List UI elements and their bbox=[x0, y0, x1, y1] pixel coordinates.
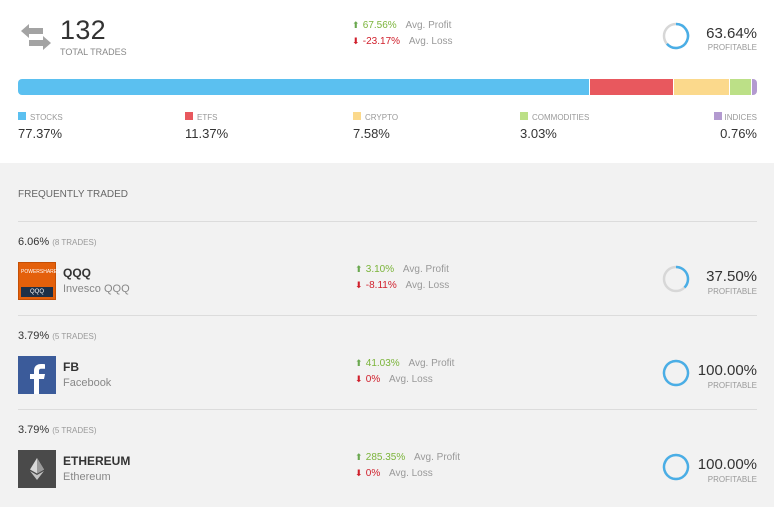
powershares-logo-icon[interactable]: POWERSHARES QQQ bbox=[18, 262, 61, 300]
row-share: 3.79% (5 TRADES) bbox=[18, 424, 97, 436]
instrument-ticker[interactable]: ETHEREUM bbox=[63, 454, 131, 468]
row-trades-count: (5 TRADES) bbox=[52, 332, 97, 341]
row-profitable-pie bbox=[662, 265, 690, 293]
allocation-segment-crypto bbox=[673, 79, 729, 95]
row-share: 3.79% (5 TRADES) bbox=[18, 330, 97, 342]
row-avg-loss: ⬇ 0% Avg. Loss bbox=[355, 468, 433, 479]
logo-text-bottom: QQQ bbox=[21, 287, 53, 297]
row-avg-profit-label: Avg. Profit bbox=[408, 358, 455, 369]
legend-value: 77.37% bbox=[18, 126, 63, 141]
row-avg-profit-label: Avg. Profit bbox=[414, 452, 460, 463]
facebook-f-icon bbox=[30, 364, 45, 394]
allocation-segment-commodities bbox=[729, 79, 752, 95]
row-profitable-label: PROFITABLE bbox=[707, 287, 757, 296]
legend-value: 0.76% bbox=[720, 126, 757, 141]
allocation-bar bbox=[18, 79, 757, 95]
legend-swatch bbox=[18, 112, 26, 120]
legend-value: 11.37% bbox=[185, 126, 229, 141]
row-avg-loss-value: 0% bbox=[365, 374, 381, 385]
row-avg-profit-value: 3.10% bbox=[365, 264, 395, 275]
avg-loss-label: Avg. Loss bbox=[408, 36, 453, 47]
row-avg-loss: ⬇ 0% Avg. Loss bbox=[355, 374, 433, 385]
row-share-value: 6.06% bbox=[18, 236, 50, 248]
instrument-ticker[interactable]: FB bbox=[63, 360, 79, 374]
legend-label: COMMODITIES bbox=[532, 113, 590, 122]
row-share: 6.06% (8 TRADES) bbox=[18, 236, 97, 248]
arrow-up-icon: ⬆ bbox=[355, 452, 363, 462]
total-trades-value: 132 bbox=[60, 15, 106, 45]
row-avg-loss: ⬇ -8.11% Avg. Loss bbox=[355, 280, 449, 291]
row-profitable-label: PROFITABLE bbox=[707, 381, 757, 390]
avg-profit-value: 67.56% bbox=[362, 20, 397, 31]
row-avg-profit-value: 285.35% bbox=[365, 452, 406, 463]
legend-value: 7.58% bbox=[353, 126, 390, 141]
allocation-segment-etfs bbox=[589, 79, 674, 95]
allocation-segment-stocks bbox=[18, 79, 590, 95]
divider bbox=[18, 221, 757, 222]
legend-label: CRYPTO bbox=[365, 113, 399, 122]
facebook-logo-icon[interactable] bbox=[18, 356, 56, 394]
legend-value: 3.03% bbox=[520, 126, 557, 141]
row-profitable-value: 100.00% bbox=[697, 362, 757, 379]
arrow-down-icon: ⬇ bbox=[355, 374, 363, 384]
row-avg-loss-value: -8.11% bbox=[365, 280, 397, 291]
row-profitable-value: 100.00% bbox=[697, 456, 757, 473]
logo-text-top: POWERSHARES bbox=[21, 269, 61, 275]
arrow-up-icon: ⬆ bbox=[355, 264, 363, 274]
arrow-down-icon: ⬇ bbox=[355, 468, 363, 478]
row-avg-profit: ⬆ 285.35% Avg. Profit bbox=[355, 452, 460, 463]
ethereum-logo-icon[interactable] bbox=[18, 450, 56, 488]
legend-swatch bbox=[714, 112, 722, 120]
profitable-pie bbox=[662, 22, 690, 50]
section-title: FREQUENTLY TRADED bbox=[18, 189, 129, 200]
ethereum-diamond-icon bbox=[30, 458, 44, 480]
instrument-ticker[interactable]: QQQ bbox=[63, 266, 92, 280]
divider bbox=[18, 315, 757, 316]
row-avg-loss-value: 0% bbox=[365, 468, 381, 479]
arrow-up-icon: ⬆ bbox=[355, 358, 363, 368]
legend-label: STOCKS bbox=[30, 113, 63, 122]
row-avg-profit-label: Avg. Profit bbox=[402, 264, 449, 275]
row-avg-loss-label: Avg. Loss bbox=[389, 374, 433, 385]
instrument-name: Facebook bbox=[63, 377, 112, 389]
row-avg-loss-label: Avg. Loss bbox=[389, 468, 433, 479]
arrow-down-icon: ⬇ bbox=[355, 280, 363, 290]
row-share-value: 3.79% bbox=[18, 424, 50, 436]
swap-arrows-icon bbox=[21, 24, 51, 50]
arrow-up-icon: ⬆ bbox=[352, 20, 360, 30]
avg-loss-metric: ⬇ -23.17% Avg. Loss bbox=[352, 36, 453, 47]
profitable-value: 63.64% bbox=[706, 25, 757, 42]
legend-label: INDICES bbox=[724, 113, 757, 122]
row-avg-profit: ⬆ 41.03% Avg. Profit bbox=[355, 358, 454, 369]
profitable-label: PROFITABLE bbox=[707, 43, 757, 52]
row-profitable-pie bbox=[662, 359, 690, 387]
row-share-value: 3.79% bbox=[18, 330, 50, 342]
row-trades-count: (5 TRADES) bbox=[52, 426, 97, 435]
divider bbox=[18, 409, 757, 410]
instrument-name: Ethereum bbox=[63, 471, 111, 483]
row-avg-profit: ⬆ 3.10% Avg. Profit bbox=[355, 264, 449, 275]
legend-label: ETFS bbox=[197, 113, 218, 122]
row-avg-loss-label: Avg. Loss bbox=[405, 280, 450, 291]
row-profitable-value: 37.50% bbox=[706, 268, 757, 285]
row-profitable-pie bbox=[662, 453, 690, 481]
avg-profit-metric: ⬆ 67.56% Avg. Profit bbox=[352, 20, 451, 31]
row-avg-profit-value: 41.03% bbox=[365, 358, 400, 369]
legend-swatch bbox=[520, 112, 528, 120]
row-trades-count: (8 TRADES) bbox=[52, 238, 97, 247]
row-profitable-label: PROFITABLE bbox=[707, 475, 757, 484]
avg-loss-value: -23.17% bbox=[362, 36, 401, 47]
arrow-down-icon: ⬇ bbox=[352, 36, 360, 46]
legend-swatch bbox=[353, 112, 361, 120]
legend-swatch bbox=[185, 112, 193, 120]
total-trades-label: TOTAL TRADES bbox=[60, 47, 127, 57]
avg-profit-label: Avg. Profit bbox=[405, 20, 452, 31]
allocation-segment-indices bbox=[751, 79, 757, 95]
instrument-name: Invesco QQQ bbox=[63, 283, 130, 295]
stats-summary-panel: 132 TOTAL TRADES ⬆ 67.56% Avg. Profit ⬇ … bbox=[0, 0, 774, 163]
